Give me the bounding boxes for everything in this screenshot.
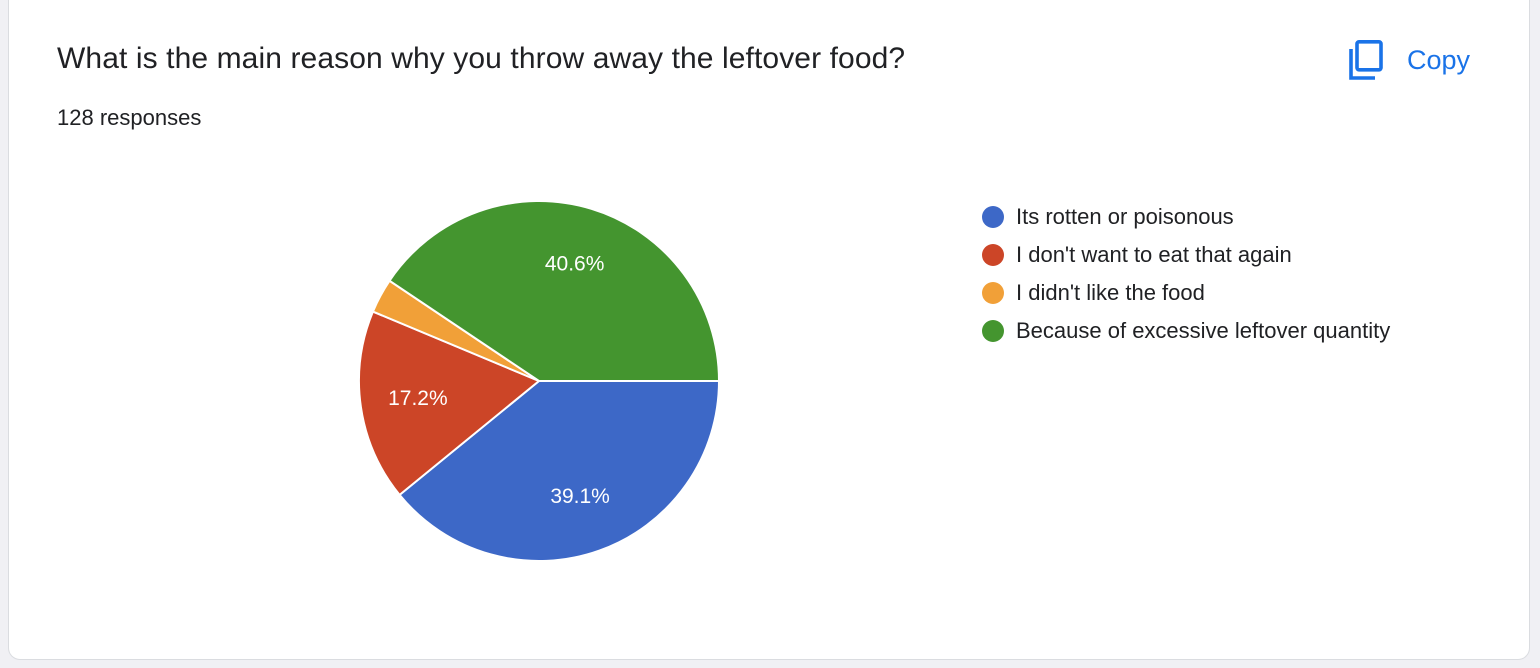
slice-label: 40.6%: [545, 252, 605, 275]
legend-swatch: [982, 206, 1004, 228]
pie-slice[interactable]: [398, 380, 721, 562]
legend-item[interactable]: I didn't like the food: [982, 274, 1390, 312]
legend-item[interactable]: I don't want to eat that again: [982, 236, 1390, 274]
legend: Its rotten or poisonous I don't want to e…: [982, 198, 1390, 350]
legend-swatch: [982, 282, 1004, 304]
copy-icon: [1349, 40, 1383, 80]
legend-item[interactable]: Because of excessive leftover quantity: [982, 312, 1390, 350]
slice-label: 39.1%: [550, 485, 610, 508]
response-count: 128 responses: [57, 105, 202, 130]
legend-label: Because of excessive leftover quantity: [1016, 318, 1391, 343]
copy-label: Copy: [1407, 44, 1471, 75]
legend-swatch: [982, 320, 1004, 342]
legend-label: I didn't like the food: [1016, 280, 1205, 305]
legend-swatch: [982, 244, 1004, 266]
chart-title: What is the main reason why you throw aw…: [57, 42, 906, 75]
copy-button[interactable]: Copy: [1349, 38, 1470, 82]
chart-card: What is the main reason why you throw aw…: [8, 0, 1530, 660]
pie-chart: 39.1% 17.2% 40.6%: [358, 200, 721, 562]
legend-label: I don't want to eat that again: [1016, 242, 1292, 267]
legend-item[interactable]: Its rotten or poisonous: [982, 198, 1390, 236]
pie-slice[interactable]: [358, 310, 541, 497]
legend-label: Its rotten or poisonous: [1016, 204, 1234, 229]
pie-slice[interactable]: [388, 200, 721, 382]
slice-label: 17.2%: [388, 387, 448, 410]
